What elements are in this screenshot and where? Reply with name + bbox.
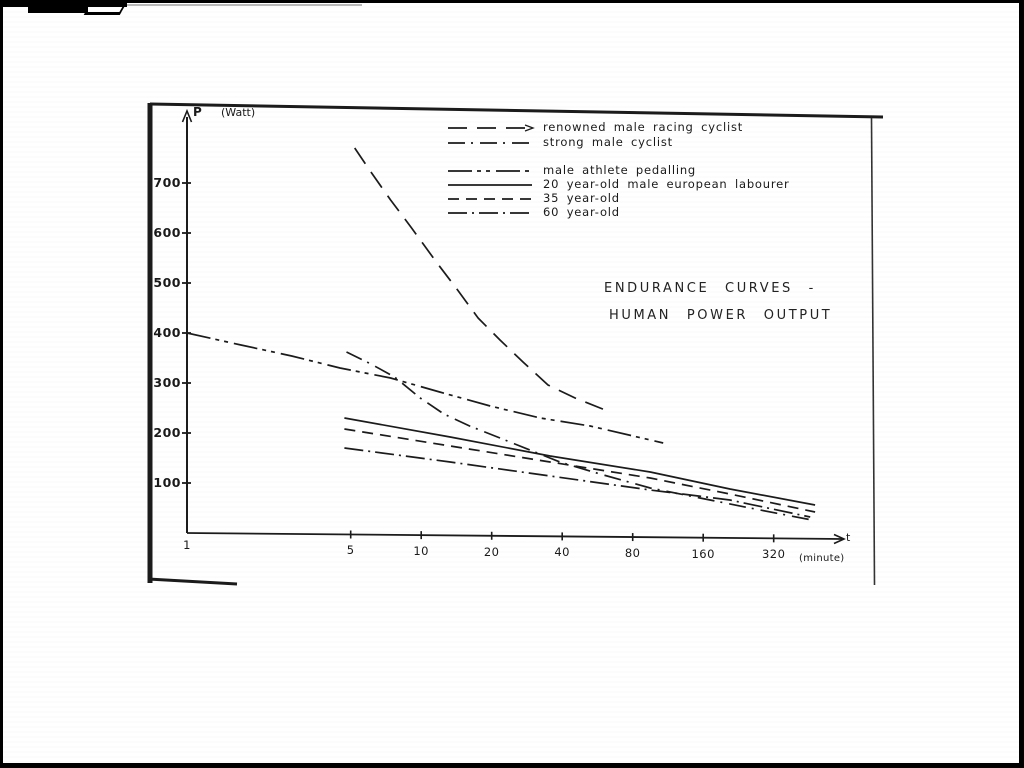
legend-label-2: male athlete pedalling [543, 163, 697, 177]
y-axis-arrow [181, 108, 193, 123]
chart-box-bottom-partial [147, 577, 238, 586]
series-curve-2 [186, 332, 664, 444]
legend-sample-arrow [524, 124, 535, 132]
x-axis-symbol: t [846, 531, 851, 544]
scan-artifact-faint-line [127, 4, 362, 6]
y-tick-label-200: 200 [153, 425, 181, 440]
x-tick-label-20: 20 [483, 544, 500, 559]
legend-label-5: 60 year-old [543, 205, 620, 219]
legend-label-4: 35 year-old [543, 191, 620, 205]
y-tick-label-500: 500 [153, 275, 181, 290]
scan-frame-left [0, 0, 3, 768]
x-tick-label-320: 320 [761, 547, 786, 562]
y-tick-label-700: 700 [153, 175, 181, 190]
x-axis-unit: (minute) [799, 553, 845, 564]
y-axis-symbol: P [193, 105, 202, 119]
x-tick-label-1: 1 [183, 538, 191, 552]
series-curve-0 [353, 147, 606, 411]
scan-frame-bottom [0, 763, 1024, 768]
series-curve-1 [346, 351, 813, 521]
legend-label-1: strong male cyclist [543, 135, 673, 149]
chart-box-top [149, 102, 884, 119]
chart-title-line2: HUMAN POWER OUTPUT [609, 308, 833, 323]
legend-label-3: 20 year-old male european labourer [543, 177, 790, 191]
chart-title-line1: ENDURANCE CURVES - [604, 281, 816, 296]
y-axis-unit: (Watt) [221, 106, 256, 119]
x-tick-label-40: 40 [554, 545, 571, 560]
legend-label-0: renowned male racing cyclist [543, 120, 744, 134]
series-curve-5 [344, 447, 811, 518]
y-tick-label-100: 100 [153, 475, 181, 490]
scan-frame-right [1019, 0, 1024, 768]
scan-artifact-blob [28, 2, 88, 13]
x-tick-label-10: 10 [413, 544, 430, 559]
series-curve-4 [344, 428, 816, 513]
x-tick-label-5: 5 [346, 543, 355, 558]
y-tick-label-600: 600 [153, 225, 181, 240]
series-curve-3 [344, 417, 816, 506]
x-tick-label-80: 80 [624, 546, 641, 561]
chart-box-right [870, 117, 876, 586]
x-axis-arrow [833, 533, 846, 545]
y-tick-label-400: 400 [153, 325, 181, 340]
x-axis-line [186, 532, 844, 540]
scan-frame-top [0, 0, 1024, 3]
x-tick-label-160: 160 [691, 546, 715, 561]
y-tick-label-300: 300 [153, 375, 181, 390]
